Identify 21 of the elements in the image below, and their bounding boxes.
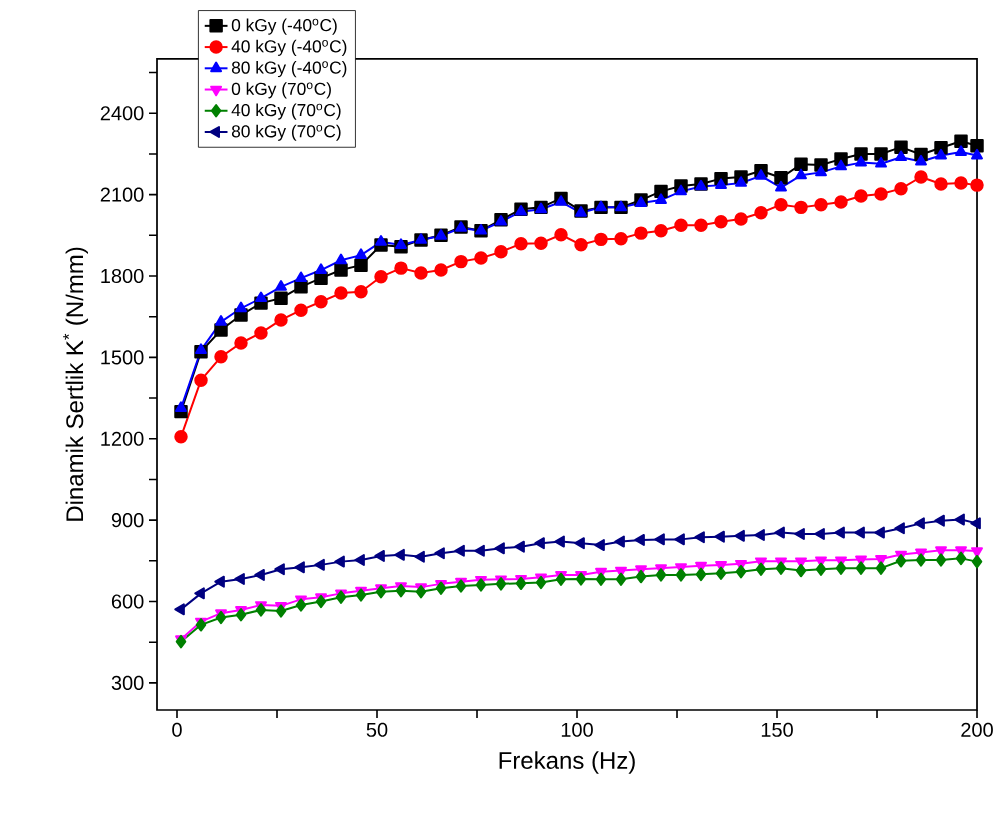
y-tick-label: 1800: [101, 268, 144, 284]
x-axis-title: Frekans (Hz): [499, 751, 635, 774]
y-tick-label: 1500: [101, 350, 144, 365]
x-tick-label: 150: [761, 722, 793, 737]
x-tick-label: 50: [366, 722, 388, 737]
legend-label: 80 kGy (70$^{o}$C): [231, 124, 341, 141]
legend-label: 80 kGy (-40$^{o}$C): [231, 61, 347, 78]
legend-label: 40 kGy (-40$^{o}$C): [231, 39, 347, 56]
x-tick-label: 100: [561, 722, 593, 737]
y-tick-label: 600: [111, 594, 144, 609]
y-tick-label: 300: [111, 675, 144, 690]
y-tick-label: 900: [111, 513, 144, 528]
y-tick-label: 2400: [100, 106, 144, 121]
x-tick-label: 200: [961, 722, 993, 737]
y-axis-title: Dinamik Sertlik K$^{*}$ (N/mm): [63, 247, 88, 521]
y-tick-label: 2100: [100, 187, 144, 202]
y-tick-label: 1200: [101, 431, 144, 446]
legend-label: 40 kGy (70$^{o}$C): [231, 103, 341, 120]
x-tick-label: 0: [172, 722, 182, 737]
legend-label: 0 kGy (70$^{o}$C): [231, 82, 331, 99]
legend-label: 0 kGy (-40$^{o}$C): [231, 18, 337, 35]
